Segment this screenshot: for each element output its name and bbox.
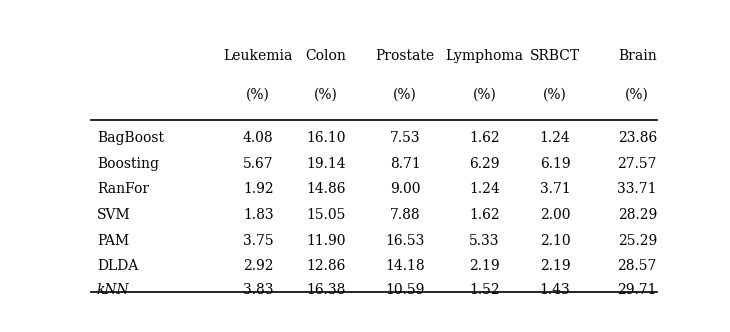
Text: kNN: kNN: [97, 284, 129, 297]
Text: Lymphoma: Lymphoma: [445, 49, 523, 63]
Text: 14.86: 14.86: [307, 182, 346, 197]
Text: 2.19: 2.19: [469, 259, 500, 273]
Text: RanFor: RanFor: [97, 182, 149, 197]
Text: 1.62: 1.62: [469, 208, 500, 222]
Text: 3.83: 3.83: [243, 284, 274, 297]
Text: (%): (%): [393, 87, 417, 101]
Text: 33.71: 33.71: [618, 182, 657, 197]
Text: 11.90: 11.90: [307, 233, 346, 248]
Text: 2.92: 2.92: [243, 259, 274, 273]
Text: 29.71: 29.71: [618, 284, 657, 297]
Text: PAM: PAM: [97, 233, 129, 248]
Text: 28.57: 28.57: [618, 259, 657, 273]
Text: 6.29: 6.29: [469, 157, 500, 171]
Text: 3.75: 3.75: [243, 233, 274, 248]
Text: BagBoost: BagBoost: [97, 131, 164, 145]
Text: (%): (%): [314, 87, 338, 101]
Text: 1.24: 1.24: [539, 131, 571, 145]
Text: 28.29: 28.29: [618, 208, 657, 222]
Text: 1.83: 1.83: [243, 208, 274, 222]
Text: Prostate: Prostate: [376, 49, 435, 63]
Text: 1.24: 1.24: [469, 182, 500, 197]
Text: 16.10: 16.10: [307, 131, 346, 145]
Text: DLDA: DLDA: [97, 259, 138, 273]
Text: SVM: SVM: [97, 208, 131, 222]
Text: 1.92: 1.92: [243, 182, 274, 197]
Text: 9.00: 9.00: [390, 182, 420, 197]
Text: 1.52: 1.52: [469, 284, 500, 297]
Text: 19.14: 19.14: [306, 157, 346, 171]
Text: 15.05: 15.05: [307, 208, 346, 222]
Text: (%): (%): [543, 87, 567, 101]
Text: 25.29: 25.29: [618, 233, 657, 248]
Text: 16.53: 16.53: [385, 233, 425, 248]
Text: (%): (%): [246, 87, 270, 101]
Text: 7.53: 7.53: [390, 131, 420, 145]
Text: Colon: Colon: [306, 49, 347, 63]
Text: 10.59: 10.59: [385, 284, 425, 297]
Text: Brain: Brain: [618, 49, 656, 63]
Text: Leukemia: Leukemia: [223, 49, 293, 63]
Text: 8.71: 8.71: [390, 157, 420, 171]
Text: 1.62: 1.62: [469, 131, 500, 145]
Text: 1.43: 1.43: [539, 284, 571, 297]
Text: 7.88: 7.88: [390, 208, 420, 222]
Text: SRBCT: SRBCT: [530, 49, 580, 63]
Text: 4.08: 4.08: [243, 131, 274, 145]
Text: 5.33: 5.33: [469, 233, 500, 248]
Text: Boosting: Boosting: [97, 157, 159, 171]
Text: 16.38: 16.38: [307, 284, 346, 297]
Text: 3.71: 3.71: [539, 182, 571, 197]
Text: (%): (%): [626, 87, 649, 101]
Text: 2.19: 2.19: [540, 259, 570, 273]
Text: 6.19: 6.19: [540, 157, 570, 171]
Text: 5.67: 5.67: [243, 157, 274, 171]
Text: 12.86: 12.86: [307, 259, 346, 273]
Text: 2.00: 2.00: [540, 208, 570, 222]
Text: 2.10: 2.10: [540, 233, 570, 248]
Text: 27.57: 27.57: [618, 157, 657, 171]
Text: 23.86: 23.86: [618, 131, 657, 145]
Text: (%): (%): [472, 87, 496, 101]
Text: 14.18: 14.18: [385, 259, 425, 273]
